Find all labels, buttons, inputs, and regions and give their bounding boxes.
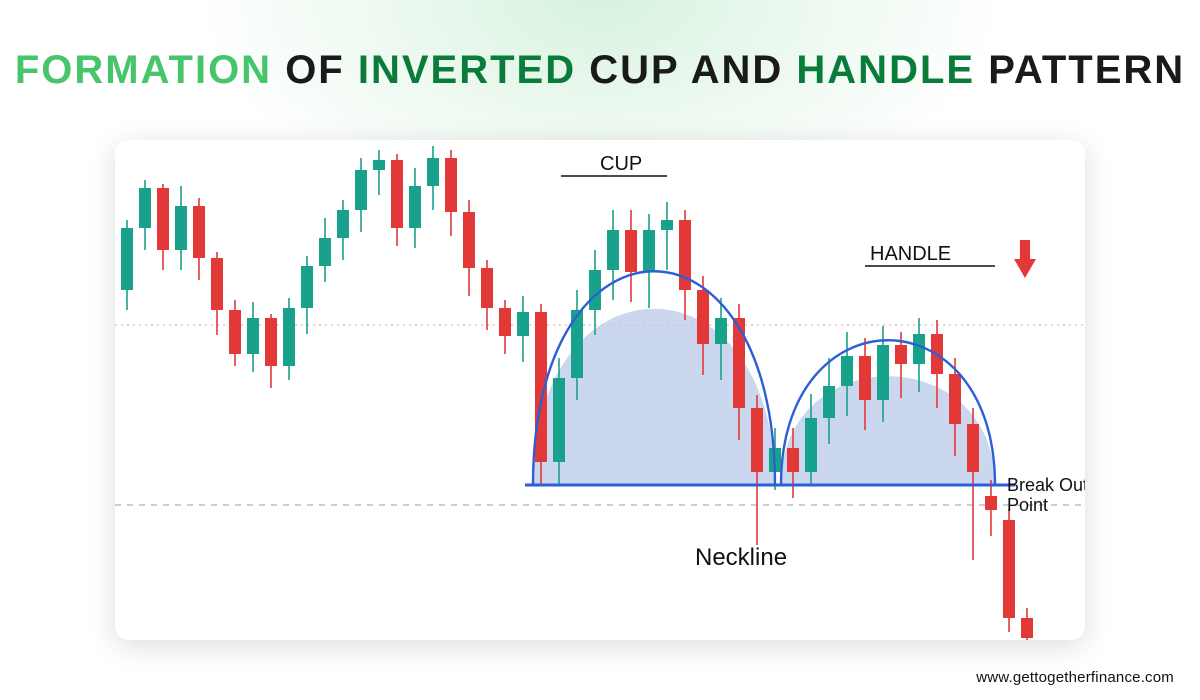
neckline-label: Neckline [695, 544, 787, 571]
breakout-label-line2: Point [1007, 495, 1048, 515]
watermark-url: www.gettogetherfinance.com [976, 669, 1174, 686]
candlestick-chart: CUP HANDLE Neckline Break OutPoint [115, 140, 1085, 640]
chart-card: CUP HANDLE Neckline Break OutPoint [115, 140, 1085, 640]
title-word: OF [285, 48, 345, 92]
handle-label: HANDLE [870, 243, 951, 265]
title-word: INVERTED [358, 48, 576, 92]
title-word: FORMATION [15, 48, 272, 92]
cup-label: CUP [600, 153, 642, 175]
candle [535, 304, 547, 485]
title-word: CUP [589, 48, 679, 92]
title-word: PATTERN [988, 48, 1185, 92]
breakout-label: Break Out [1007, 475, 1085, 495]
candle [1003, 508, 1015, 632]
title-word: HANDLE [796, 48, 975, 92]
page-title: FORMATION OF INVERTED CUP AND HANDLE PAT… [0, 0, 1200, 93]
title-word: AND [691, 48, 784, 92]
